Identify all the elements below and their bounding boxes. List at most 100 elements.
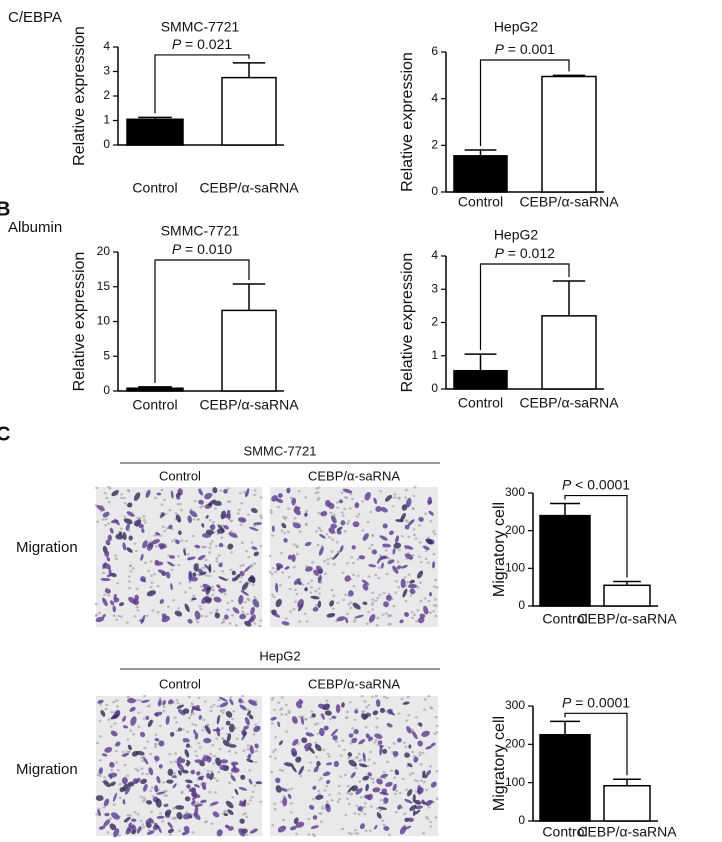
- pore: [198, 746, 202, 749]
- pore: [119, 527, 123, 530]
- pore: [335, 541, 339, 544]
- cell: [156, 775, 161, 784]
- y-tick-label: 0: [431, 184, 438, 198]
- pore: [217, 554, 221, 557]
- cell: [425, 745, 433, 750]
- pore: [116, 705, 120, 708]
- pore: [244, 549, 248, 553]
- pore: [313, 723, 317, 726]
- cell: [125, 828, 131, 835]
- cell: [194, 705, 200, 710]
- cell: [197, 775, 205, 779]
- y-axis-label: Relative expression: [399, 253, 416, 393]
- pore: [346, 710, 350, 714]
- cell: [95, 795, 104, 801]
- pore: [221, 711, 225, 715]
- pore: [180, 539, 184, 542]
- cell: [245, 488, 250, 498]
- cell: [357, 806, 363, 812]
- pore: [388, 833, 392, 836]
- pore: [96, 773, 100, 777]
- cell: [158, 740, 165, 747]
- cell: [394, 769, 400, 776]
- p-value: P = 0.010: [172, 241, 233, 257]
- pore: [375, 624, 379, 627]
- pore: [393, 792, 397, 796]
- pore: [168, 509, 172, 512]
- cell: [431, 742, 436, 747]
- pore: [129, 729, 133, 732]
- cell: [385, 781, 393, 787]
- pore: [348, 701, 352, 704]
- pore: [310, 710, 314, 713]
- pore: [341, 739, 345, 743]
- cell: [418, 616, 425, 624]
- cell: [389, 530, 394, 536]
- cell: [112, 605, 116, 613]
- x-tick-label: CEBP/α-saRNA: [199, 397, 299, 413]
- pore: [284, 703, 288, 707]
- pore: [368, 750, 372, 754]
- cell: [317, 703, 328, 710]
- pore: [369, 510, 373, 514]
- cell: [425, 800, 432, 806]
- pore: [315, 755, 319, 759]
- pore: [374, 738, 378, 742]
- pore: [247, 582, 251, 585]
- pore: [336, 800, 340, 803]
- pore: [137, 698, 141, 702]
- pore: [173, 772, 177, 775]
- cell: [330, 728, 339, 737]
- pore: [212, 520, 216, 524]
- pore: [188, 580, 192, 584]
- pore: [215, 557, 219, 560]
- pore: [367, 703, 371, 707]
- pore: [394, 591, 398, 594]
- cell: [127, 502, 133, 508]
- pore: [426, 561, 430, 564]
- cell: [414, 805, 423, 810]
- cell: [284, 566, 290, 570]
- cell: [187, 556, 196, 561]
- pore: [343, 507, 347, 511]
- pore: [254, 761, 258, 764]
- x-tick-label: CEBP/α-saRNA: [519, 194, 619, 210]
- pore: [229, 551, 233, 554]
- pore: [105, 703, 109, 707]
- image-group-title: HepG2: [259, 648, 300, 663]
- pore: [141, 772, 145, 775]
- cell: [384, 494, 392, 502]
- pore: [241, 606, 245, 609]
- cell: [377, 740, 383, 745]
- pore: [104, 518, 108, 521]
- cell: [184, 603, 190, 612]
- cell: [109, 527, 114, 534]
- cell: [134, 594, 140, 601]
- pore: [429, 825, 433, 828]
- cell: [145, 489, 151, 498]
- cell: [194, 759, 204, 764]
- cell: [212, 728, 221, 732]
- cell: [395, 519, 404, 523]
- cell: [232, 607, 240, 614]
- pore: [393, 496, 397, 499]
- pore: [246, 748, 250, 751]
- cell: [348, 733, 354, 738]
- pore: [344, 593, 348, 596]
- pore: [345, 797, 349, 801]
- pore: [242, 813, 246, 816]
- cell: [416, 570, 424, 579]
- image-column-label: CEBP/α-saRNA: [308, 468, 400, 483]
- pore: [242, 749, 246, 752]
- cell: [102, 562, 107, 570]
- cell: [413, 756, 419, 763]
- pore: [432, 552, 436, 556]
- cell: [365, 733, 371, 739]
- pore: [97, 611, 101, 615]
- cell: [362, 752, 366, 762]
- cell: [218, 587, 227, 593]
- pore: [284, 730, 288, 733]
- cell: [286, 487, 291, 494]
- cell: [122, 542, 127, 551]
- pore: [160, 488, 164, 492]
